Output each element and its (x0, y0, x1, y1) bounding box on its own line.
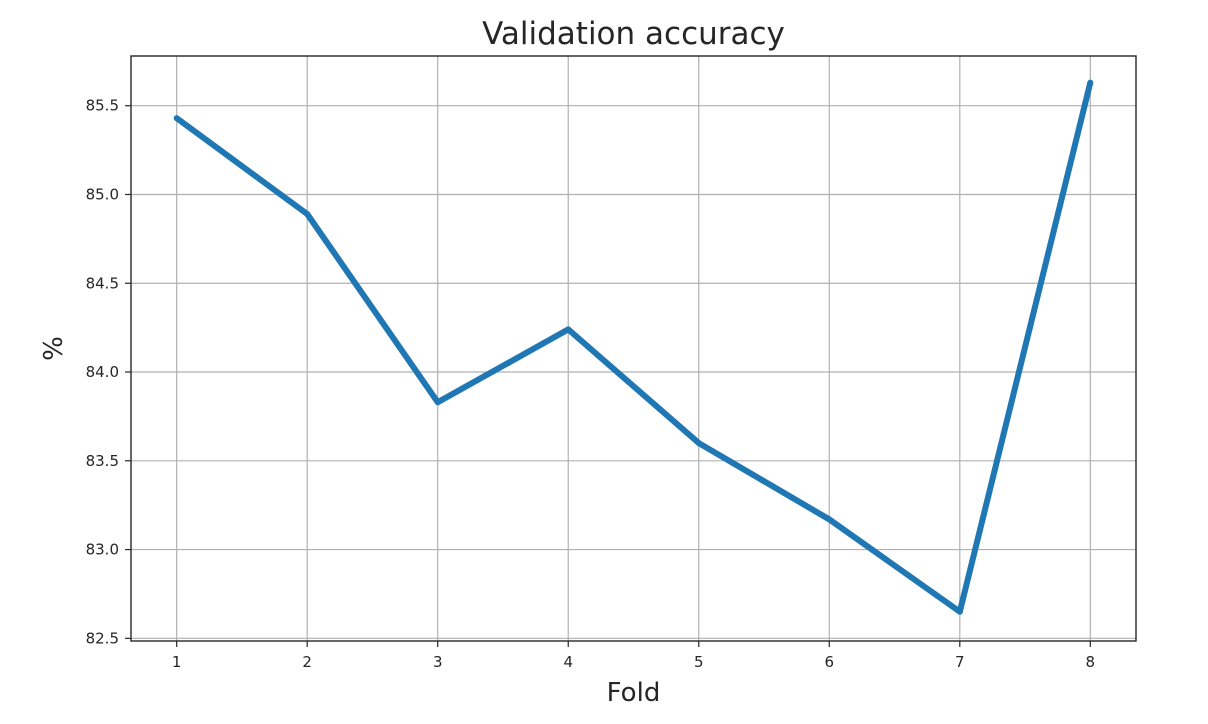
x-tick-label: 2 (302, 653, 312, 671)
data-point (956, 608, 963, 615)
x-tick-label: 1 (172, 653, 182, 671)
data-point (173, 115, 180, 122)
y-tick-label: 83.5 (86, 452, 119, 470)
data-point (304, 211, 311, 218)
data-point (695, 440, 702, 447)
y-tick-label: 84.5 (86, 274, 119, 292)
plot-frame (130, 55, 1137, 642)
y-tick-label: 85.5 (86, 97, 119, 115)
x-tick-label: 3 (433, 653, 443, 671)
x-tick-label: 8 (1086, 653, 1096, 671)
y-tick-label: 82.5 (86, 629, 119, 647)
x-tick-label: 4 (563, 653, 573, 671)
y-tick-label: 84.0 (86, 363, 119, 381)
series-layer (173, 79, 1094, 615)
chart-title: Validation accuracy (482, 16, 785, 52)
data-point (1087, 79, 1094, 86)
data-point (434, 399, 441, 406)
y-tick-label: 85.0 (86, 185, 119, 203)
x-tick-label: 5 (694, 653, 704, 671)
ticks: 1 2 3 4 5 6 7 8 82.5 83.0 83.5 84.0 84.5 85.0 85.5 (86, 97, 1095, 671)
y-axis-label: % (39, 336, 69, 361)
x-tick-label: 7 (955, 653, 965, 671)
series-line (174, 81, 1094, 615)
grid (131, 56, 1136, 641)
x-tick-label: 6 (825, 653, 835, 671)
y-tick-label: 83.0 (86, 541, 119, 559)
data-point (565, 326, 572, 333)
x-axis-label: Fold (607, 678, 661, 708)
data-point (826, 516, 833, 523)
